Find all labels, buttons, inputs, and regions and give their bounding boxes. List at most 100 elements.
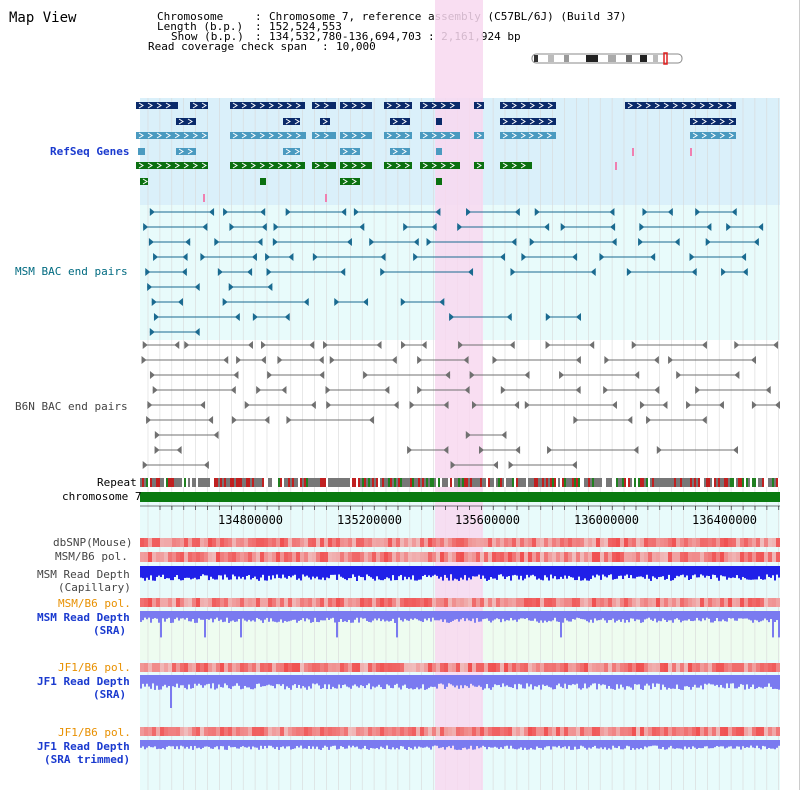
jf1-depth-trim-bar — [524, 740, 526, 748]
msm-depth-sra-bar — [262, 611, 264, 623]
msm-b6-pol-label-2[interactable]: MSM/B6 pol. — [58, 597, 131, 610]
jf1-depth-sra-bar — [262, 675, 264, 687]
jf1-depth-trim-bar — [280, 740, 282, 748]
msm-b6-pol-cell — [348, 552, 352, 562]
msm-depth-cap-bar — [320, 566, 322, 580]
jf1-depth-sra-bar — [550, 675, 552, 688]
msm-depth-cap-bar — [486, 566, 488, 581]
jf1-depth-sra-bar — [600, 675, 602, 686]
msm-depth-sra-bar — [476, 611, 478, 619]
msm-depth-cap-bar — [182, 566, 184, 581]
repeat-element — [454, 478, 456, 487]
jf1-b6-pol-cell — [764, 727, 768, 736]
msm-b6-pol-cell — [760, 552, 764, 562]
msm-depth-cap-bar — [498, 566, 500, 575]
msm-read-depth-sra-label[interactable]: MSM Read Depth — [37, 611, 130, 624]
msm-depth-sra-bar — [466, 611, 468, 619]
msm-depth-sra-bar — [492, 611, 494, 621]
msm-depth-sra-bar — [592, 611, 594, 623]
jf1-b6-pol-label-1[interactable]: JF1/B6 pol. — [58, 661, 131, 674]
jf1-depth-trim-bar — [298, 740, 300, 748]
jf1-b6-pol-cell — [664, 727, 668, 736]
jf1-depth-trim-bar — [142, 740, 144, 747]
jf1-b6-pol-label-2[interactable]: JF1/B6 pol. — [58, 726, 131, 739]
jf1-depth-trim-bar — [330, 740, 332, 747]
msm-depth-sra-bar — [538, 611, 540, 623]
refseq-genes-label[interactable]: RefSeq Genes — [50, 145, 130, 158]
msm-bac-pair-end — [148, 238, 154, 246]
msm-depth-sra-bar — [596, 611, 598, 621]
msm-b6-pol-label-1[interactable]: MSM/B6 pol. — [55, 550, 128, 563]
msm-b6-pol-cell — [484, 552, 488, 562]
msm-b6-pol-cell — [608, 598, 612, 607]
msm-depth-sra-bar — [406, 611, 408, 621]
msm-b6-pol-cell — [760, 598, 764, 607]
msm-read-depth-capillary-label[interactable]: MSM Read Depth — [37, 568, 130, 581]
jf1-b6-pol-cell — [636, 727, 640, 736]
msm-depth-cap-bar — [214, 566, 216, 580]
chromosome-ideogram[interactable] — [528, 52, 688, 66]
msm-depth-cap-bar — [452, 566, 454, 581]
jf1-b6-pol-cell — [308, 663, 312, 672]
jf1-depth-sra-bar — [668, 675, 670, 688]
msm-b6-pol-cell — [452, 598, 456, 607]
msm-depth-sra-bar — [408, 611, 410, 621]
msm-b6-pol-cell — [700, 552, 704, 562]
b6n-bac-label[interactable]: B6N BAC end pairs — [15, 400, 128, 413]
repeat-element — [198, 478, 200, 487]
jf1-depth-sra-bar — [642, 675, 644, 690]
msm-depth-sra-bar — [572, 611, 574, 619]
msm-depth-sra-bar — [152, 611, 154, 619]
gene-arrow — [392, 148, 398, 155]
jf1-b6-pol-cell — [564, 663, 568, 672]
gene-block — [136, 132, 208, 139]
jf1-depth-sra-bar — [646, 675, 648, 684]
msm-depth-cap-bar — [388, 566, 390, 579]
jf1-depth-sra-bar — [366, 675, 368, 686]
gene-arrow — [386, 162, 392, 169]
repeat-element — [526, 478, 528, 487]
msm-b6-pol-cell — [584, 552, 588, 562]
jf1-read-depth-sra-label[interactable]: JF1 Read Depth — [37, 675, 130, 688]
gene-arrow — [636, 102, 642, 109]
jf1-depth-trim-bar — [748, 740, 750, 748]
msm-b6-pol-cell — [204, 598, 208, 607]
msm-depth-sra-bar — [352, 611, 354, 623]
jf1-depth-trim-bar — [188, 740, 190, 749]
msm-b6-pol-cell — [624, 598, 628, 607]
repeat-element — [594, 478, 596, 487]
msm-b6-pol-cell — [228, 552, 232, 562]
msm-b6-pol-cell — [568, 552, 572, 562]
jf1-b6-pol-cell — [188, 663, 192, 672]
msm-b6-pol-cell — [224, 598, 228, 607]
msm-depth-cap-bar — [210, 566, 212, 577]
msm-bac-pair-end — [153, 253, 159, 261]
dbsnp-cell — [200, 538, 204, 547]
msm-b6-pol-cell — [772, 598, 776, 607]
msm-depth-sra-bar — [562, 611, 564, 623]
jf1-b6-pol-cell — [224, 727, 228, 736]
jf1-read-depth-trimmed-label[interactable]: JF1 Read Depth — [37, 740, 130, 753]
msm-bac-label[interactable]: MSM BAC end pairs — [15, 265, 128, 278]
dbsnp-cell — [388, 538, 392, 547]
dbsnp-label[interactable]: dbSNP(Mouse) — [53, 536, 133, 549]
jf1-depth-trim-bar — [628, 740, 630, 747]
jf1-depth-trim-bar — [492, 740, 494, 748]
msm-depth-sra-bar — [318, 611, 320, 623]
jf1-b6-pol-cell — [772, 727, 776, 736]
jf1-depth-sra-bar — [226, 675, 228, 686]
jf1-depth-trim-bar — [292, 740, 294, 749]
msm-depth-cap-bar — [458, 566, 460, 581]
msm-depth-cap-bar — [554, 566, 556, 577]
jf1-b6-pol-cell — [244, 727, 248, 736]
dbsnp-cell — [672, 538, 676, 547]
jf1-b6-pol-cell — [564, 727, 568, 736]
repeat-element — [324, 478, 326, 487]
jf1-b6-pol-cell — [352, 727, 356, 736]
msm-depth-sra-bar — [382, 611, 384, 620]
jf1-depth-sra-bar — [632, 675, 634, 690]
msm-b6-pol-cell — [744, 598, 748, 607]
gene-arrow — [241, 132, 247, 139]
